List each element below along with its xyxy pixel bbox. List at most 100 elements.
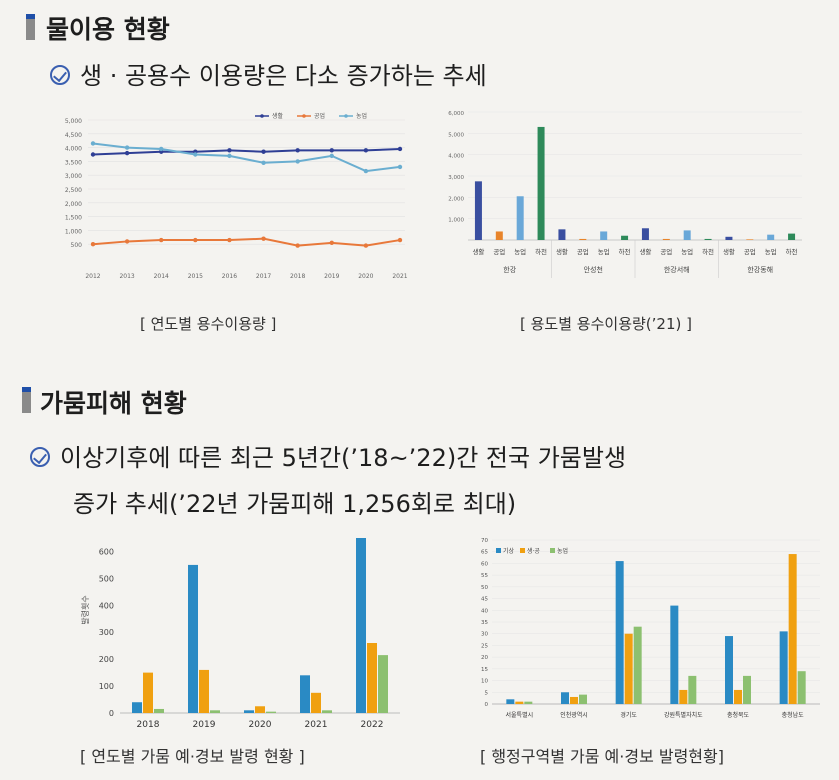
caption-chart4: [ 행정구역별 가뭄 예·경보 발령현황]: [480, 747, 724, 766]
caption-chart3: [ 연도별 가뭄 예·경보 발령 현황 ]: [80, 747, 305, 766]
data-point: [124, 239, 130, 244]
bar: [474, 181, 482, 240]
y-tick-label: 0: [109, 709, 114, 718]
bar: [311, 692, 321, 713]
y-tick-label: 50: [481, 585, 488, 591]
y-tick-label: 30: [481, 632, 488, 638]
bar: [734, 689, 742, 704]
y-tick-label: 600: [99, 547, 114, 556]
data-point: [261, 160, 266, 165]
x-tick-label: 강원특별자치도: [664, 711, 703, 719]
data-point: [397, 164, 403, 170]
data-point: [261, 149, 266, 154]
subcategory-label: 하천: [786, 247, 798, 256]
y-tick-label: 1,500: [65, 215, 82, 222]
y-tick-label: 300: [99, 628, 114, 637]
subcategory-label: 농업: [765, 248, 777, 256]
section2-bullet-line2: 증가 추세(’22년 가뭄피해 1,256회로 최대): [73, 490, 517, 518]
bar: [621, 235, 629, 240]
x-tick-label: 2014: [154, 273, 169, 280]
legend-label: 농업: [557, 547, 568, 555]
caption-chart1: [ 연도별 용수이용량 ]: [140, 315, 277, 333]
x-tick-label: 2012: [85, 273, 100, 280]
bar: [788, 233, 796, 240]
bar: [210, 710, 220, 713]
y-tick-label: 35: [481, 620, 488, 626]
y-tick-label: 4,000: [65, 146, 82, 153]
subcategory-label: 생활: [472, 247, 484, 256]
data-point: [397, 146, 403, 152]
y-tick-label: 2,000: [65, 201, 82, 208]
bar: [641, 228, 649, 240]
bar: [255, 706, 265, 713]
bar: [633, 626, 642, 704]
bar: [378, 655, 388, 713]
y-tick-label: 100: [99, 682, 114, 691]
y-tick-label: 3,000: [65, 173, 82, 180]
bar: [600, 231, 608, 240]
y-axis-label: 발령횟수: [80, 595, 90, 624]
y-tick-label: 45: [481, 597, 488, 603]
legend-marker: [302, 114, 306, 118]
bar: [662, 238, 670, 240]
y-tick-label: 5,000: [448, 132, 464, 138]
caption-chart2: [ 용도별 용수이용량(’21) ]: [520, 315, 692, 333]
y-tick-label: 3,500: [65, 159, 82, 166]
y-tick-label: 2,000: [448, 196, 464, 202]
data-point: [295, 148, 300, 153]
bar: [615, 561, 624, 704]
y-tick-label: 500: [71, 242, 83, 249]
y-tick-label: 400: [99, 601, 114, 610]
subcategory-label: 농업: [681, 248, 693, 256]
x-tick-label: 2021: [305, 720, 328, 730]
subcategory-label: 농업: [514, 248, 526, 256]
chart-annual-drought-alerts: 0 100 200 300 400 500 600 발령횟수 2018 2019 2020 2021 2…: [80, 538, 400, 730]
bar: [322, 710, 332, 713]
section2-bullet-line1: 이상기후에 따른 최근 5년간(’18~’22)간 전국 가뭄발생: [60, 444, 627, 472]
y-tick-label: 65: [481, 550, 488, 556]
x-tick-label: 충청북도: [727, 711, 750, 719]
legend-label: 기상: [503, 547, 515, 555]
bar: [561, 692, 569, 704]
check-icon: [50, 65, 70, 85]
bar: [188, 564, 198, 713]
bar: [725, 636, 733, 704]
x-tick-label: 2021: [392, 273, 407, 280]
data-point: [193, 152, 198, 157]
legend-marker: [344, 114, 348, 118]
section-marker: [22, 387, 31, 413]
bar: [779, 631, 788, 704]
x-tick-label: 2015: [188, 273, 203, 280]
data-point: [363, 148, 369, 153]
data-point: [295, 159, 300, 164]
data-point: [329, 153, 334, 159]
bar: [558, 229, 566, 240]
group-label: 한강: [503, 265, 516, 274]
check-icon: [30, 447, 50, 467]
data-point: [159, 237, 164, 243]
bar: [300, 675, 310, 713]
bar: [579, 694, 587, 704]
bar: [670, 605, 679, 704]
legend-marker: [260, 114, 264, 118]
section1-bullet-text: 생 · 공용수 이용량은 다소 증가하는 추세: [80, 62, 487, 90]
bar: [570, 696, 578, 704]
legend-label: 생·공: [527, 547, 540, 555]
x-tick-label: 서울특별시: [506, 711, 534, 719]
y-tick-label: 5,000: [65, 118, 82, 125]
bar: [495, 231, 503, 240]
bar: [524, 701, 533, 704]
y-tick-label: 4,000: [448, 154, 464, 160]
y-tick-label: 0: [485, 702, 489, 708]
x-tick-label: 충청남도: [782, 711, 805, 719]
subcategory-label: 하천: [702, 247, 714, 256]
y-tick-label: 4,500: [65, 132, 82, 139]
y-tick-label: 6,000: [448, 111, 464, 117]
x-tick-label: 2013: [119, 273, 134, 280]
data-point: [90, 242, 96, 247]
data-point: [363, 168, 369, 174]
bar: [767, 234, 775, 240]
bar: [154, 708, 164, 713]
chart-water-use-by-purpose: 1,000 2,000 3,000 4,000 5,000 6,000 생활 공업 농업 하천한강…: [448, 111, 802, 278]
section2-bullet: 이상기후에 따른 최근 5년간(’18~’22)간 전국 가뭄발생: [30, 438, 626, 473]
